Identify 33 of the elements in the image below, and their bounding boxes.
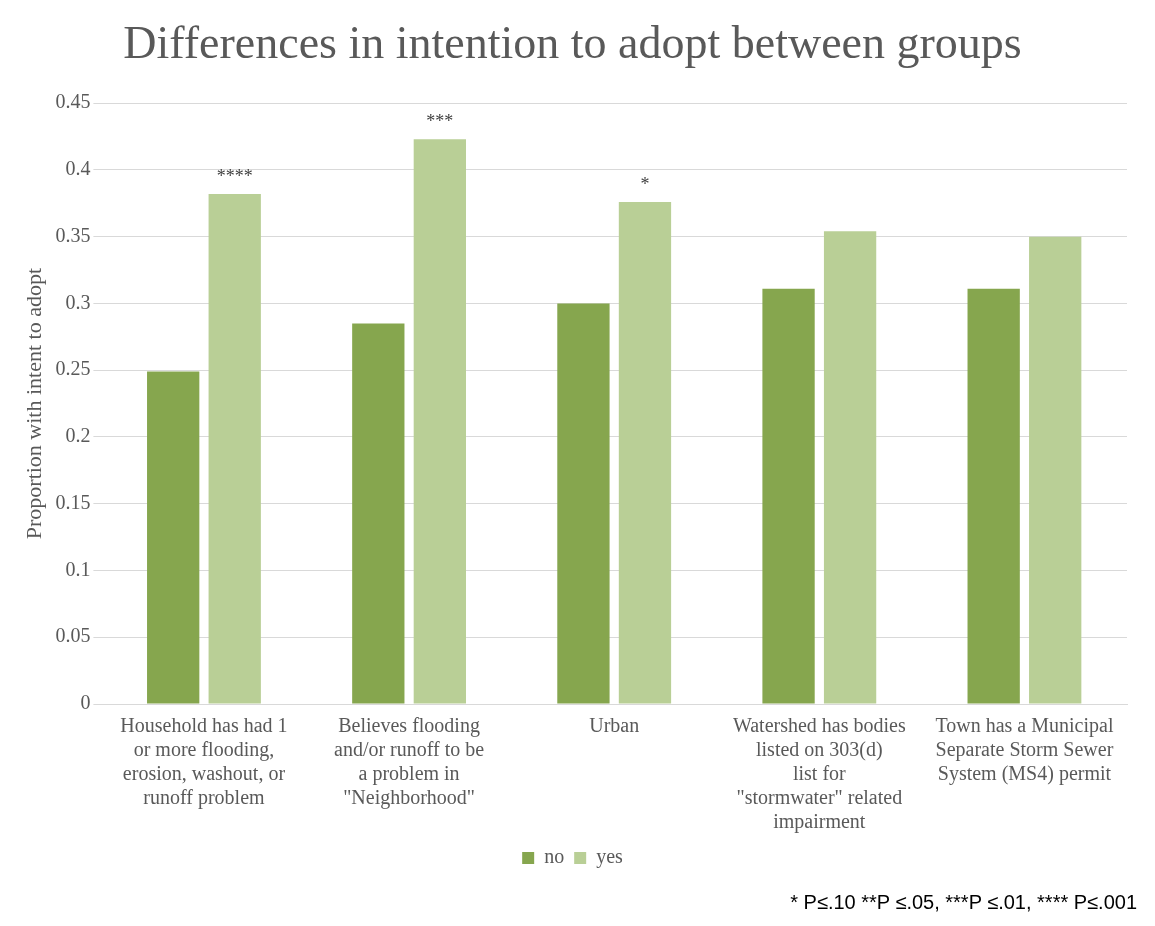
x-tick-label: Believes flooding and/or runoff to be a problem in "Neighborhood" [334,714,485,810]
bar [413,139,466,704]
y-tick-label: 0 [80,691,91,714]
bar [823,231,877,704]
annotation: *** [426,110,454,131]
y-tick-label: 0.25 [55,357,91,380]
bar [208,193,261,704]
y-tick-label: 0.3 [65,290,91,313]
y-tick-label: 0.2 [65,424,91,447]
x-tick-label: Watershed has bodies listed on 303(d) list for "stormwater" related impairment [732,714,906,834]
bar [967,288,1020,704]
bar [618,202,672,704]
annotation: * [640,173,650,194]
x-tick-label: Household has had 1 or more flooding, erosion, washout, or runoff problem [120,714,288,810]
text: * P≤.10 **P ≤.05, ***P ≤.01, **** P≤.001 [790,891,1137,914]
y-tick-label: 0.45 [55,90,91,113]
y-tick-label: 0.05 [55,624,91,647]
y-tick-label: 0.15 [55,490,91,513]
y-tick-label: 0.1 [65,557,91,580]
bar [557,303,610,704]
x-tick-label: Urban [589,714,640,737]
bar [352,323,405,704]
y-tick-label: 0.4 [65,157,91,180]
chart-title: Differences in intention to adopt between groups [123,16,1022,68]
legend-label: no [544,845,565,868]
bar [147,371,200,704]
annotation: **** [216,165,253,186]
x-tick-label: Town has a Municipal Separate Storm Sewer System (MS4) permit [935,714,1114,786]
bar [762,288,815,704]
bar [1029,236,1082,704]
legend-label: yes [596,845,624,869]
y-axis-title: Proportion with intent to adopt [20,267,46,540]
y-tick-label: 0.35 [55,223,91,246]
